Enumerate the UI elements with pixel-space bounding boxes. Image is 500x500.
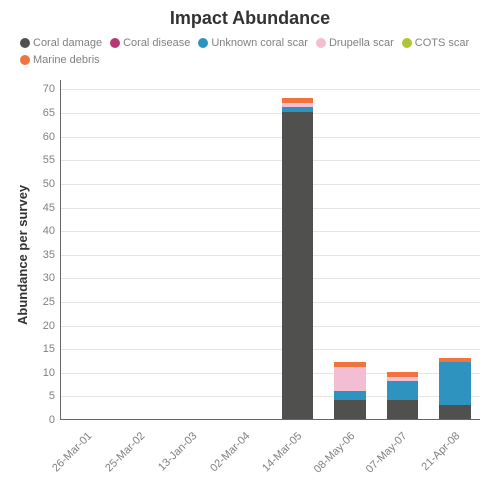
bar-group bbox=[177, 79, 209, 419]
legend-label: Drupella scar bbox=[329, 37, 394, 49]
bar-segment bbox=[387, 372, 419, 377]
x-tick-label: 13-Jan-03 bbox=[149, 430, 200, 481]
legend-dot bbox=[402, 38, 412, 48]
legend-label: Coral damage bbox=[33, 37, 102, 49]
legend-item: Unknown coral scar bbox=[198, 35, 308, 52]
bar-group bbox=[282, 79, 314, 419]
x-tick-label: 08-May-06 bbox=[306, 430, 357, 481]
bar-group bbox=[124, 79, 156, 419]
bar-segment bbox=[439, 362, 471, 405]
chart-legend: Coral damage Coral disease Unknown coral s… bbox=[0, 29, 500, 70]
x-tick-label: 21-Apr-08 bbox=[411, 430, 462, 481]
y-tick-label: 70 bbox=[25, 83, 55, 95]
legend-dot bbox=[20, 38, 30, 48]
legend-label: Coral disease bbox=[123, 37, 190, 49]
bar-group bbox=[229, 79, 261, 419]
legend-item: Coral disease bbox=[110, 35, 190, 52]
bar-segment bbox=[334, 400, 366, 419]
bar-group bbox=[439, 79, 471, 419]
legend-item: Drupella scar bbox=[316, 35, 394, 52]
bar-segment bbox=[334, 362, 366, 367]
chart-plot-area: 051015202530354045505560657026-Mar-0125-… bbox=[60, 80, 480, 420]
bar-segment bbox=[387, 381, 419, 400]
x-tick-label: 14-Mar-05 bbox=[254, 430, 305, 481]
legend-item: Marine debris bbox=[20, 52, 100, 69]
bar-segment bbox=[387, 400, 419, 419]
legend-item: COTS scar bbox=[402, 35, 469, 52]
bar-segment bbox=[334, 367, 366, 391]
legend-label: COTS scar bbox=[415, 37, 469, 49]
bar-segment bbox=[439, 358, 471, 363]
x-tick-label: 02-Mar-04 bbox=[201, 430, 252, 481]
x-tick-label: 25-Mar-02 bbox=[96, 430, 147, 481]
bar-segment bbox=[282, 103, 314, 108]
bar-segment bbox=[387, 377, 419, 382]
y-tick-label: 55 bbox=[25, 154, 55, 166]
y-tick-label: 15 bbox=[25, 343, 55, 355]
y-tick-label: 10 bbox=[25, 367, 55, 379]
bar-segment bbox=[282, 107, 314, 112]
y-tick-label: 0 bbox=[25, 414, 55, 426]
y-tick-label: 60 bbox=[25, 131, 55, 143]
bar-group bbox=[72, 79, 104, 419]
plot-area bbox=[60, 80, 480, 420]
legend-dot bbox=[198, 38, 208, 48]
bar-group bbox=[387, 79, 419, 419]
chart-title: Impact Abundance bbox=[0, 0, 500, 29]
legend-dot bbox=[110, 38, 120, 48]
y-tick-label: 65 bbox=[25, 107, 55, 119]
y-axis-label: Abundance per survey bbox=[15, 185, 30, 325]
bar-segment bbox=[282, 112, 314, 419]
x-tick-label: 26-Mar-01 bbox=[44, 430, 95, 481]
x-tick-label: 07-May-07 bbox=[359, 430, 410, 481]
bar-segment bbox=[439, 405, 471, 419]
legend-label: Unknown coral scar bbox=[211, 37, 308, 49]
legend-label: Marine debris bbox=[33, 54, 100, 66]
bar-group bbox=[334, 79, 366, 419]
bar-segment bbox=[282, 98, 314, 103]
legend-dot bbox=[20, 55, 30, 65]
legend-item: Coral damage bbox=[20, 35, 102, 52]
y-tick-label: 5 bbox=[25, 390, 55, 402]
bar-segment bbox=[334, 391, 366, 400]
legend-dot bbox=[316, 38, 326, 48]
